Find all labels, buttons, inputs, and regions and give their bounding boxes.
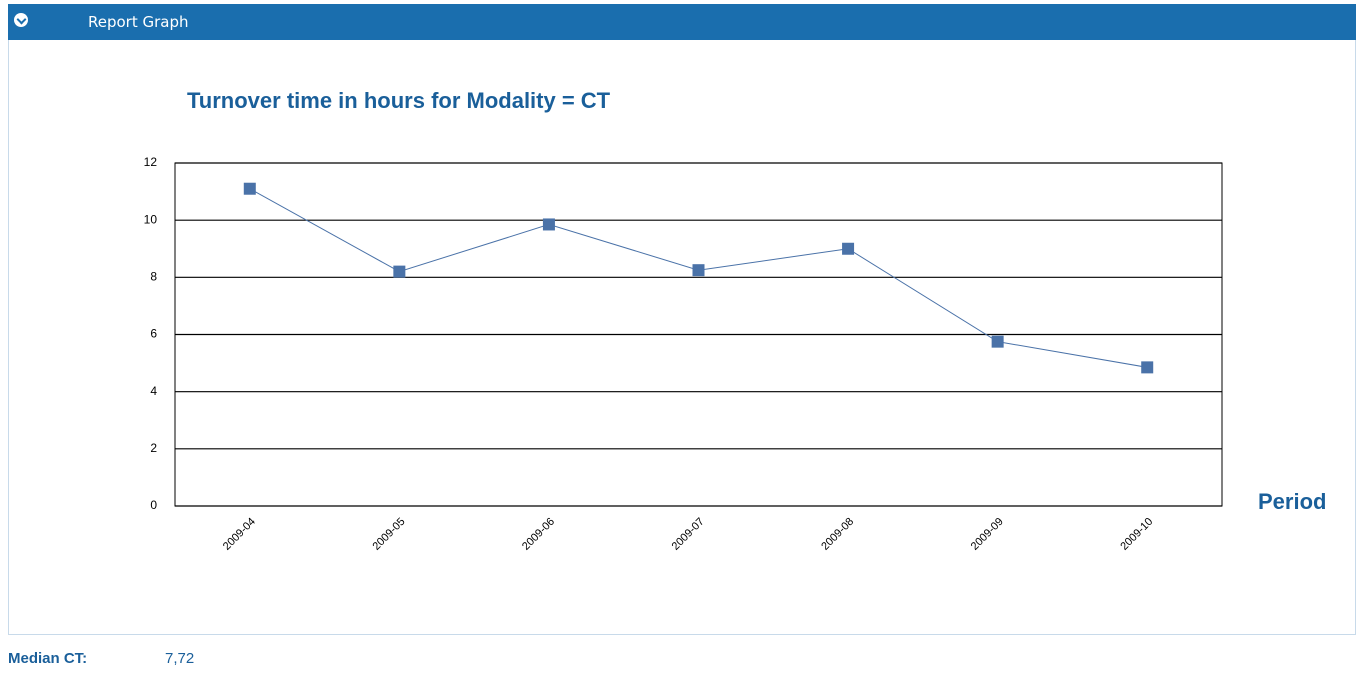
y-tick-label: 10: [144, 212, 158, 226]
y-tick-label: 0: [150, 498, 157, 512]
x-tick-label: 2009-08: [819, 516, 856, 553]
header-bar: Report Graph: [8, 4, 1356, 40]
data-point: [692, 264, 705, 277]
header-title: Report Graph: [88, 13, 189, 31]
data-point: [991, 335, 1004, 348]
y-tick-label: 12: [144, 155, 158, 169]
x-tick-label: 2009-05: [370, 516, 407, 553]
x-tick-label: 2009-06: [520, 516, 557, 553]
median-value: 7,72: [165, 650, 195, 667]
data-point: [1141, 361, 1154, 374]
y-tick-label: 8: [150, 270, 157, 284]
chart: Turnover time in hours for Modality = CT…: [144, 88, 1327, 553]
x-tick-label: 2009-09: [969, 516, 1006, 553]
data-point: [243, 182, 256, 195]
data-point: [393, 265, 406, 278]
x-tick-label: 2009-04: [221, 516, 258, 553]
y-tick-label: 4: [150, 384, 157, 398]
median-label: Median CT:: [8, 650, 88, 667]
data-line: [249, 188, 1148, 368]
collapse-icon[interactable]: [14, 13, 28, 27]
data-point: [842, 242, 855, 255]
data-point: [542, 218, 555, 231]
chart-title: Turnover time in hours for Modality = CT: [187, 88, 611, 113]
x-axis-label: Period: [1258, 489, 1326, 514]
x-tick-label: 2009-07: [670, 516, 707, 553]
x-tick-label: 2009-10: [1118, 516, 1155, 553]
y-tick-label: 2: [150, 441, 157, 455]
y-tick-label: 6: [150, 327, 157, 341]
